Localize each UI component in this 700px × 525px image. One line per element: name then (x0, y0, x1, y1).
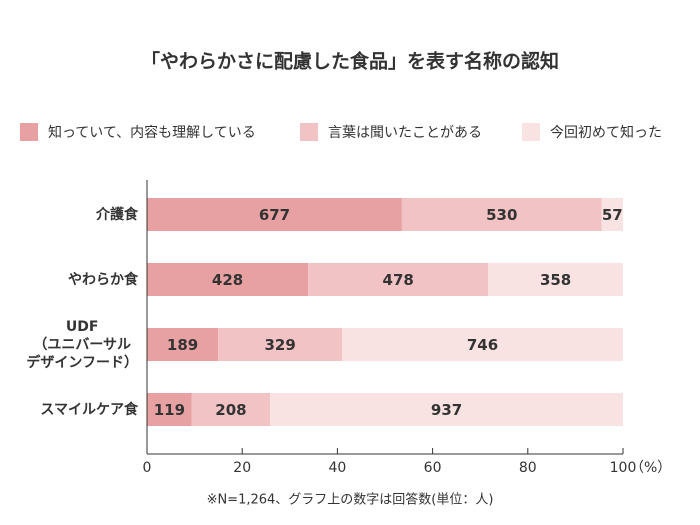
x-tick-label: 40 (328, 460, 346, 476)
value-label: 119 (154, 401, 185, 419)
x-tick-label: 80 (519, 460, 537, 476)
category-label: やわらか食 (68, 271, 138, 288)
bar-segment (488, 263, 623, 296)
value-label: 478 (383, 271, 414, 289)
category-label: スマイルケア食 (40, 401, 138, 418)
legend-label: 知っていて、内容も理解している (48, 124, 256, 141)
bar-segment (147, 328, 219, 361)
legend-label: 言葉は聞いたことがある (328, 125, 482, 141)
value-label: 937 (431, 401, 462, 419)
category-label: 介護食 (96, 206, 138, 223)
bar-segment (401, 198, 602, 231)
x-tick-label: 60 (424, 460, 442, 476)
legend-swatch (20, 123, 38, 141)
value-label: 208 (215, 401, 246, 419)
legend-swatch (522, 123, 540, 141)
value-label: 358 (540, 271, 571, 289)
bar-segment (147, 393, 192, 426)
bar-segment (601, 198, 623, 231)
bar-segment (342, 328, 623, 361)
bar-segment (147, 198, 402, 231)
x-tick-label: 100 (610, 460, 637, 476)
x-tick-label: 0 (143, 460, 152, 476)
bar-segment (308, 263, 489, 296)
legend-label: 今回初めて知った (550, 124, 662, 141)
value-label: 530 (486, 206, 517, 224)
value-label: 746 (467, 336, 498, 354)
value-label: 677 (259, 206, 290, 224)
x-tick-label: 20 (233, 460, 251, 476)
value-label: 329 (264, 336, 295, 354)
value-label: 57 (602, 206, 623, 224)
category-label: UDF （ユニバーサル デザインフード） (26, 318, 138, 371)
note: ※N=1,264、グラフ上の数字は回答数(単位：人) (207, 492, 494, 508)
bar-segment (218, 328, 343, 361)
value-label: 189 (167, 336, 198, 354)
bar-segment (270, 393, 623, 426)
bar-segment (147, 263, 309, 296)
chart-title: 「やわらかさに配慮した食品」を表す名称の認知 (141, 50, 559, 73)
x-axis-label: （%） (630, 460, 671, 476)
value-label: 428 (212, 271, 243, 289)
bar-segment (191, 393, 271, 426)
legend-swatch (300, 123, 318, 141)
